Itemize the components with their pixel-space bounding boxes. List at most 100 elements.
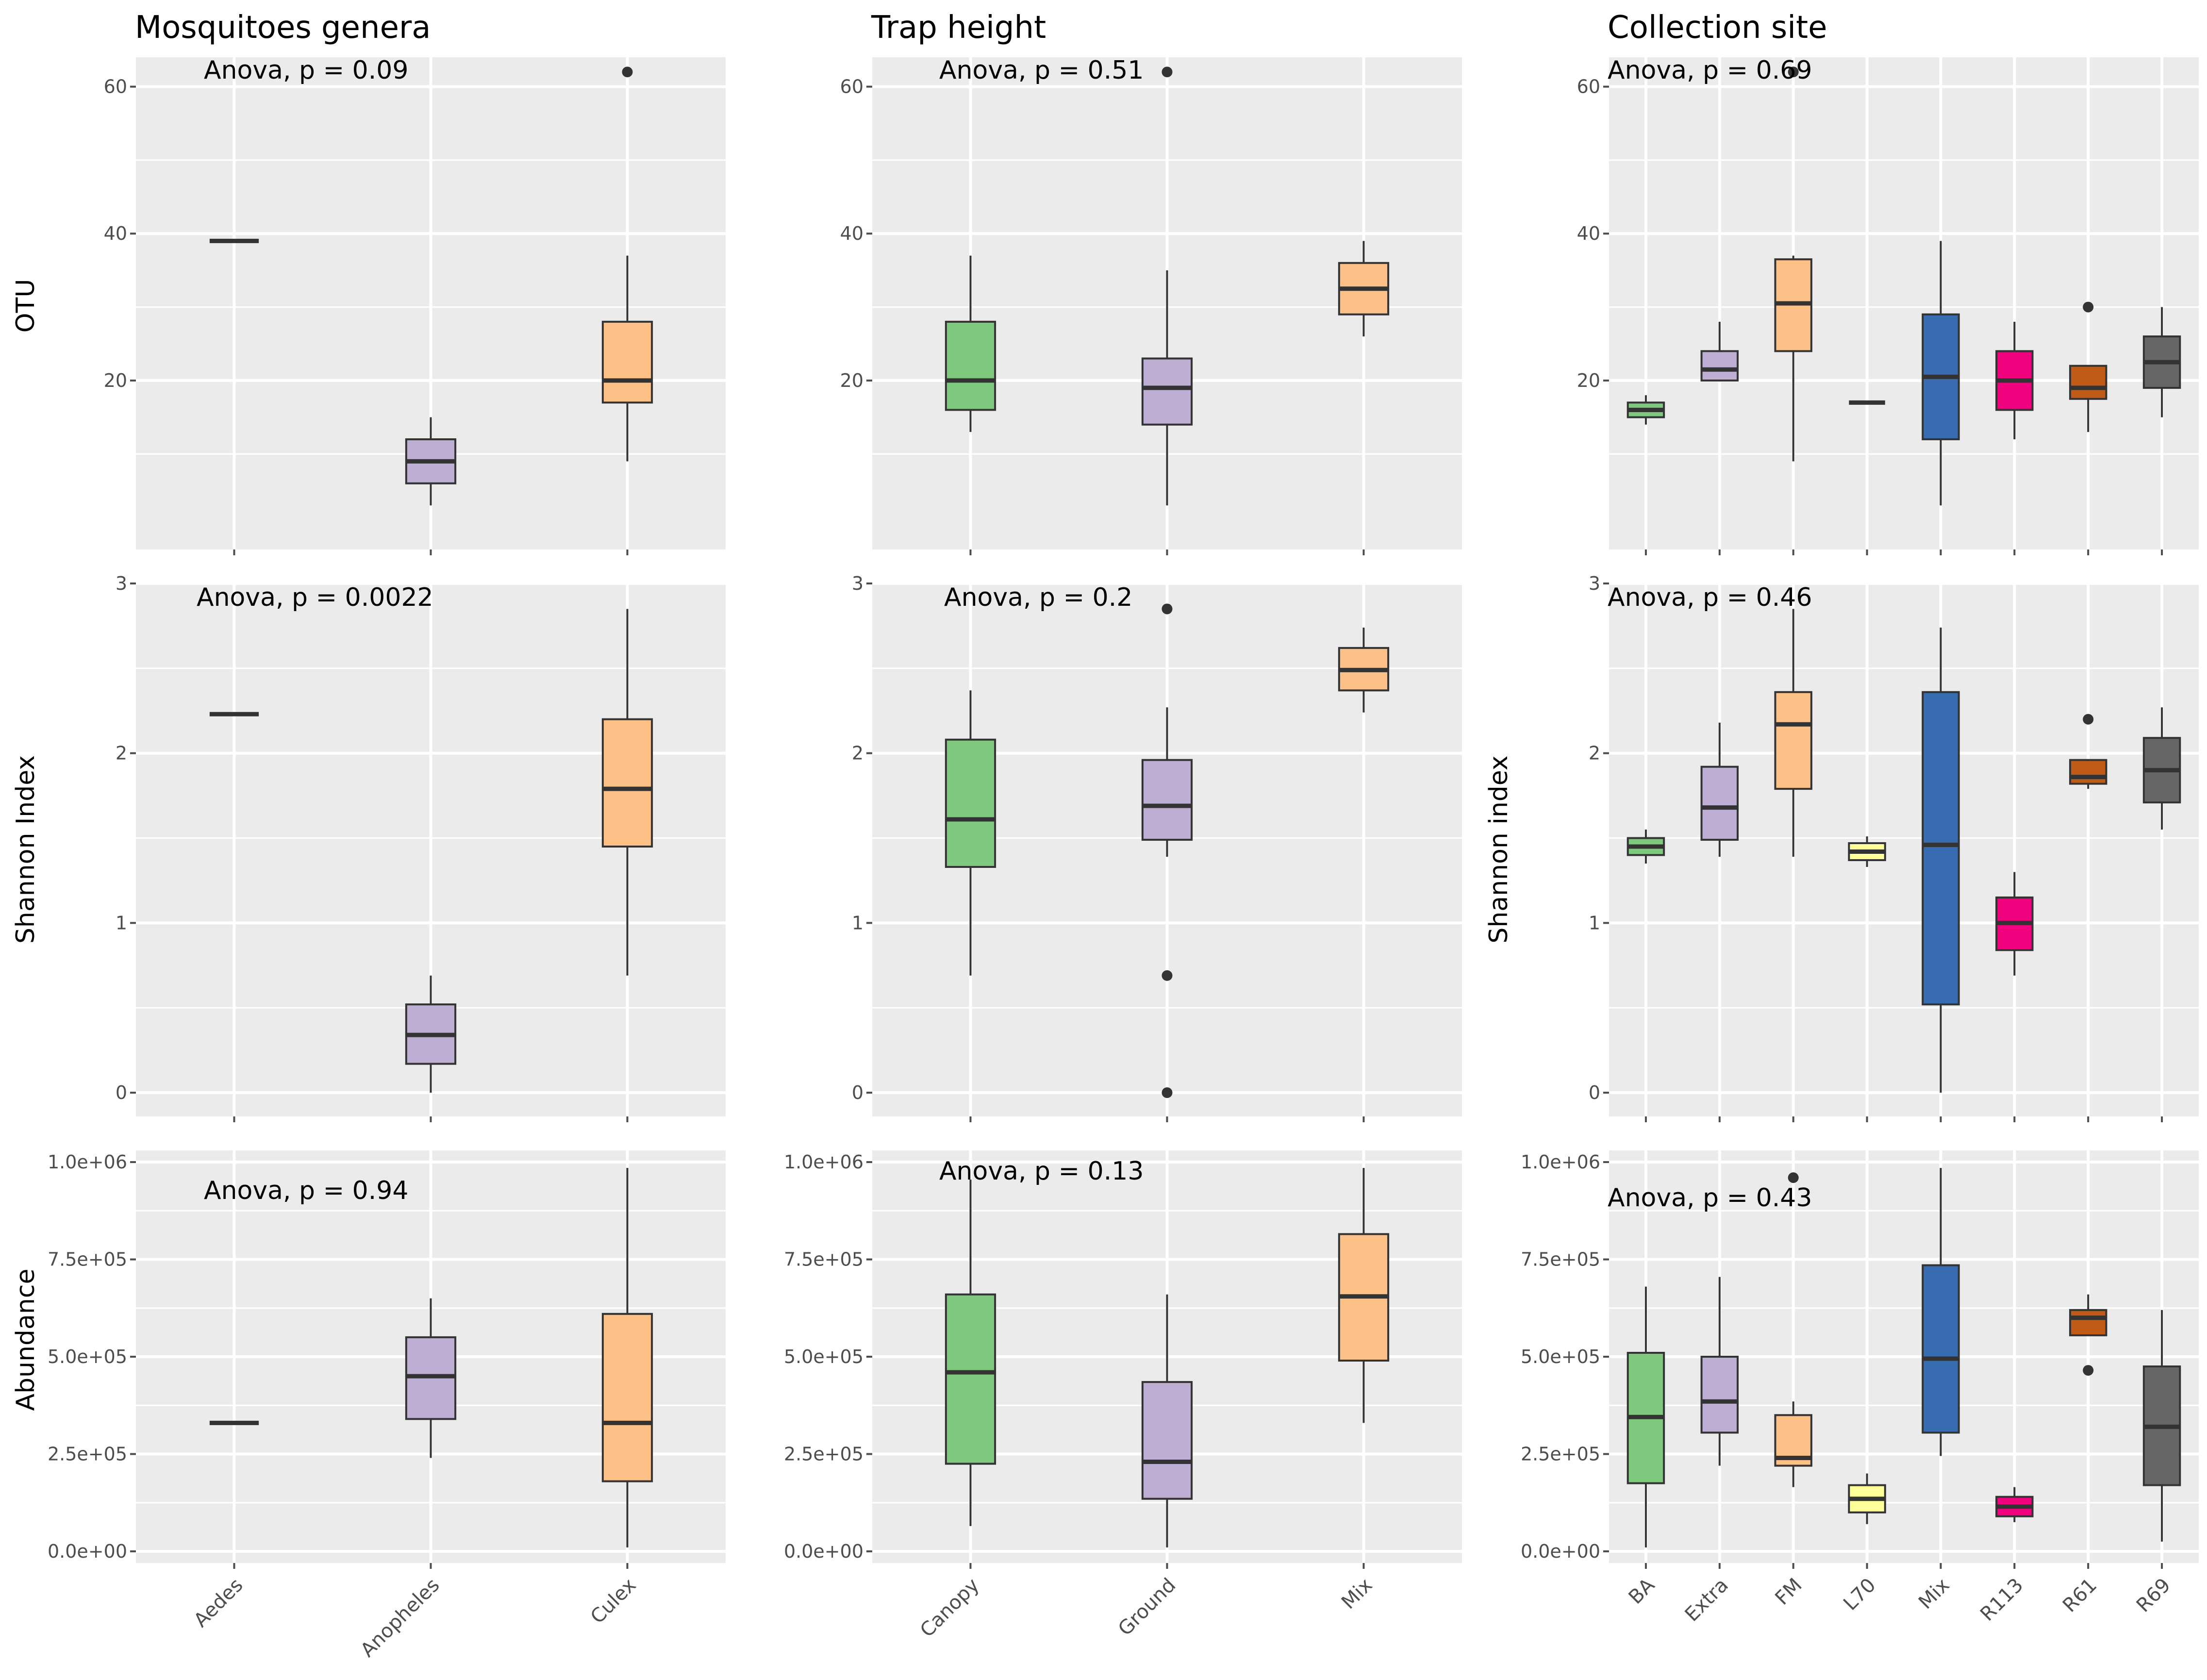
- iqr-box: [945, 738, 996, 868]
- y-tick-label: 60: [1577, 76, 1600, 98]
- outlier-point: [1162, 603, 1173, 615]
- outlier-point: [1162, 970, 1173, 981]
- y-tick-label: 5.0e+05: [784, 1346, 863, 1367]
- box-l70: [1848, 1473, 1886, 1524]
- y-tick-label: 0: [116, 1082, 127, 1103]
- iqr-box: [1700, 350, 1739, 382]
- outlier-point: [2083, 301, 2094, 313]
- panel-r0-1: 20 40 60 Anova, p = 0.51: [840, 56, 1462, 555]
- anova-annotation: Anova, p = 0.0022: [197, 583, 433, 612]
- anova-annotation: Anova, p = 0.2: [944, 583, 1132, 612]
- column-title-trap-height: Trap height: [871, 10, 1046, 46]
- y-tick-label: 7.5e+05: [48, 1249, 127, 1270]
- iqr-box: [2069, 365, 2107, 400]
- outlier-point: [1788, 1172, 1799, 1183]
- panel-otu-0: 20 40 60 Anova, p = 0.09: [104, 56, 726, 555]
- y-tick-label: 2.5e+05: [48, 1443, 127, 1464]
- box-r113: [1995, 1487, 2034, 1522]
- anova-annotation: Anova, p = 0.51: [939, 56, 1144, 85]
- anova-annotation: Anova, p = 0.43: [1608, 1183, 1812, 1213]
- box-r69: [2142, 307, 2181, 417]
- y-tick-label: 0.0e+00: [1521, 1541, 1600, 1562]
- box-anopheles: [405, 1298, 457, 1458]
- y-tick-label: 2: [116, 743, 127, 764]
- box-extra: [1700, 722, 1739, 857]
- y-tick-label: 5.0e+05: [1521, 1346, 1600, 1367]
- outlier-point: [622, 67, 633, 78]
- iqr-box: [2069, 1309, 2107, 1336]
- panel-r2-1: 0.0e+002.5e+055.0e+057.5e+051.0e+06Canop…: [784, 1150, 1462, 1642]
- box-fm: [1774, 1172, 1812, 1487]
- column-title-collection-site: Collection site: [1608, 10, 1827, 46]
- box-culex: [601, 1168, 653, 1547]
- y-tick-label: 1: [116, 912, 127, 933]
- y-tick-label: 2: [852, 743, 863, 764]
- box-mix: [1922, 241, 1960, 506]
- y-tick-label: 1.0e+06: [1521, 1151, 1600, 1173]
- outlier-point: [2083, 714, 2094, 725]
- iqr-box: [1141, 1381, 1193, 1500]
- iqr-box: [1700, 1356, 1739, 1434]
- iqr-box: [601, 718, 653, 848]
- y-tick-label: 0: [852, 1082, 863, 1103]
- anova-annotation: Anova, p = 0.09: [204, 56, 408, 85]
- box-fm: [1774, 609, 1812, 857]
- y-tick-label: 2.5e+05: [1521, 1443, 1600, 1464]
- box-ba: [1626, 1286, 1665, 1547]
- y-tick-label: 7.5e+05: [1521, 1249, 1600, 1270]
- y-tick-label: 3: [1589, 573, 1600, 594]
- outlier-point: [2083, 1365, 2094, 1376]
- outlier-point: [1162, 1087, 1173, 1098]
- y-tick-label: 3: [116, 573, 127, 594]
- box-canopy: [945, 1180, 996, 1526]
- y-tick-label: 1.0e+06: [48, 1151, 127, 1173]
- box-r69: [2142, 1310, 2181, 1542]
- iqr-box: [945, 320, 996, 411]
- iqr-box: [601, 1313, 653, 1482]
- y-tick-label: 60: [840, 76, 863, 98]
- y-axis-title-shannon-index: Shannon Index: [11, 755, 40, 944]
- y-tick-label: 1.0e+06: [784, 1151, 863, 1173]
- box-mix: [1338, 241, 1390, 337]
- box-mix: [1922, 627, 1960, 1093]
- iqr-box: [1922, 1264, 1960, 1434]
- box-fm: [1774, 67, 1812, 462]
- y-tick-label: 0.0e+00: [48, 1541, 127, 1562]
- box-canopy: [945, 255, 996, 432]
- panel-r0-2: 20 40 60 Anova, p = 0.69: [1577, 56, 2199, 555]
- box-ba: [1626, 395, 1665, 425]
- y-tick-label: 0.0e+00: [784, 1541, 863, 1562]
- panel-background: [1609, 57, 2199, 549]
- y-tick-label: 0: [1589, 1082, 1600, 1103]
- box-anopheles: [405, 417, 457, 506]
- iqr-box: [1922, 691, 1960, 1006]
- box-ground: [1141, 603, 1193, 1098]
- y-tick-label: 7.5e+05: [784, 1249, 863, 1270]
- box-ground: [1141, 67, 1193, 506]
- column-title-mosquitoes-genera: Mosquitoes genera: [135, 10, 431, 46]
- box-ba: [1626, 830, 1665, 864]
- box-mix: [1922, 1168, 1960, 1456]
- y-tick-label: 3: [852, 573, 863, 594]
- panel-shannon-index-2: 0 1 2 3 Anova, p = 0.46: [1589, 573, 2199, 1122]
- y-tick-label: 5.0e+05: [48, 1346, 127, 1367]
- y-axis-title-shannon-index-site: Shannon index: [1484, 755, 1513, 943]
- iqr-box: [1774, 691, 1812, 790]
- iqr-box: [945, 1293, 996, 1465]
- y-tick-label: 2: [1589, 743, 1600, 764]
- box-anopheles: [405, 975, 457, 1093]
- y-tick-label: 1: [852, 912, 863, 933]
- anova-annotation: Anova, p = 0.13: [939, 1157, 1144, 1186]
- outlier-point: [1788, 67, 1799, 78]
- y-axis-title-abundance: Abundance: [11, 1269, 40, 1411]
- y-tick-label: 20: [104, 370, 127, 391]
- y-tick-label: 20: [840, 370, 863, 391]
- panel-r1-1: 0 1 2 3 Anova, p = 0.2: [852, 573, 1462, 1122]
- y-tick-label: 20: [1577, 370, 1600, 391]
- box-extra: [1700, 321, 1739, 382]
- y-tick-label: 1: [1589, 912, 1600, 933]
- anova-annotation: Anova, p = 0.46: [1608, 583, 1812, 612]
- y-tick-label: 60: [104, 76, 127, 98]
